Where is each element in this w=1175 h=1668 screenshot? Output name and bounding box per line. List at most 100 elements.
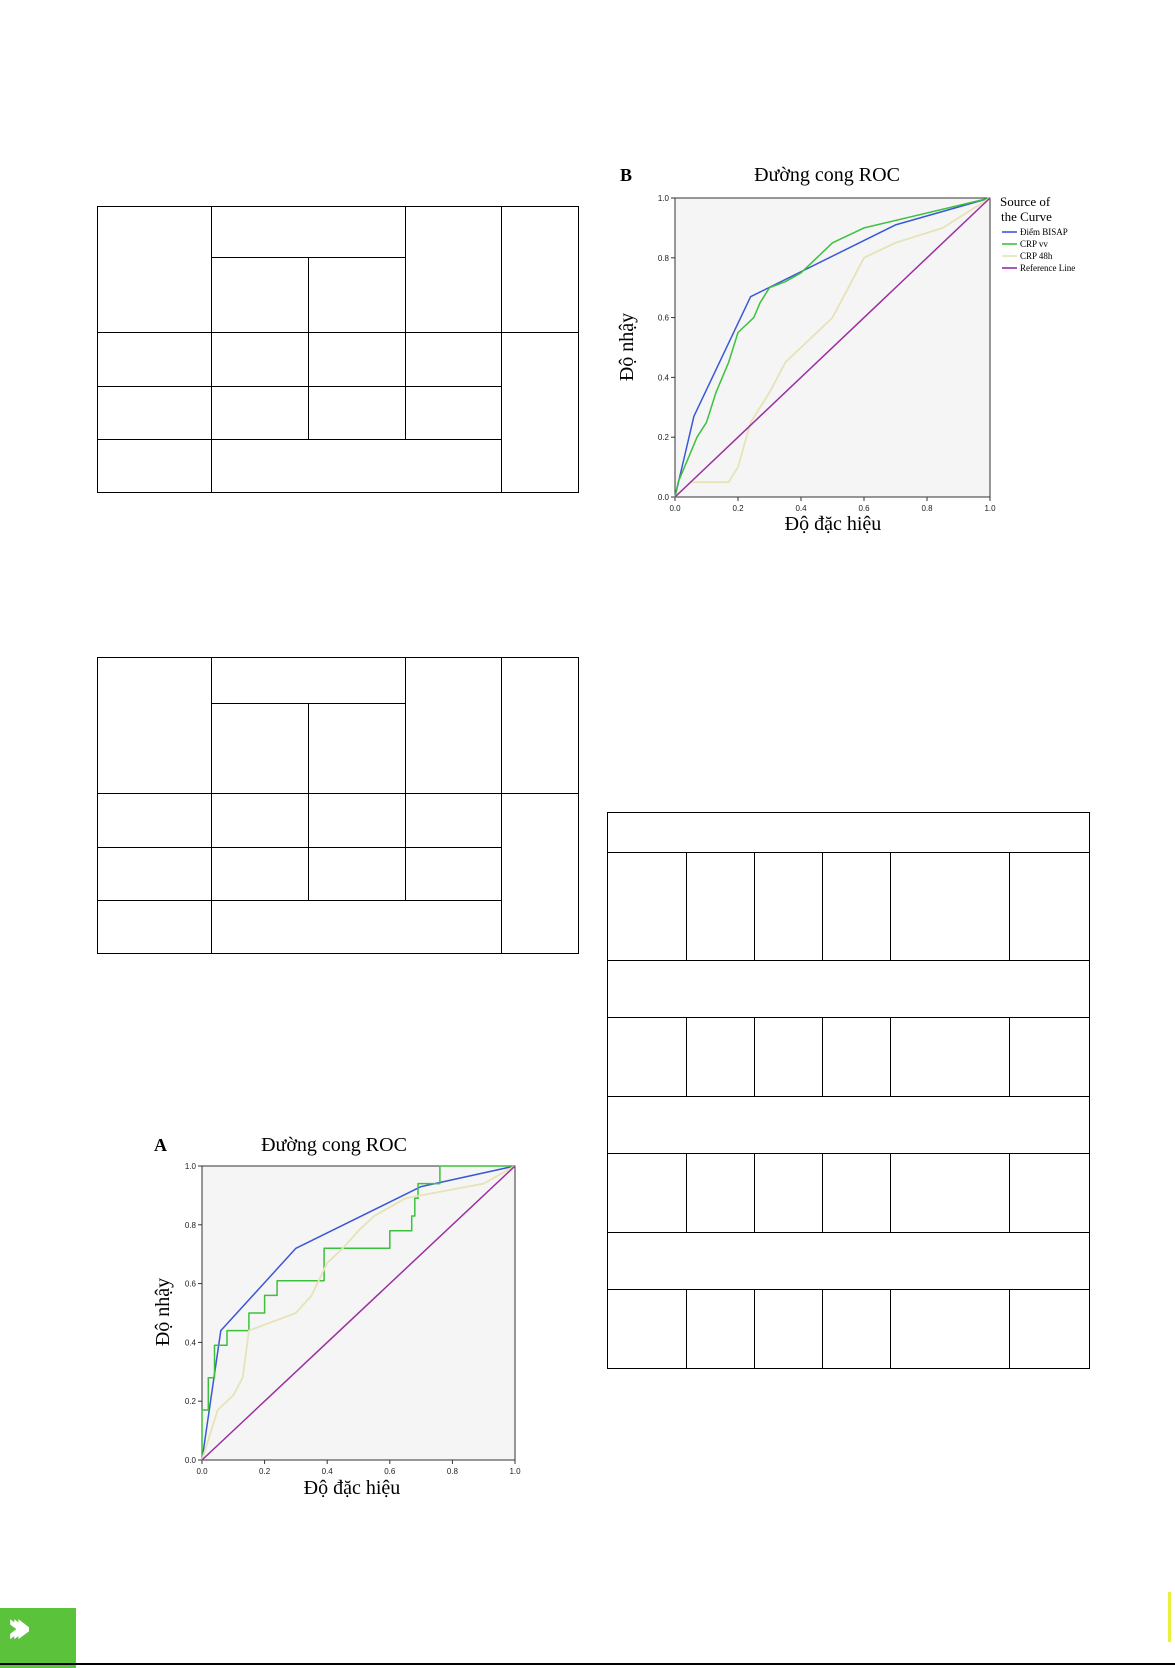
y-axis: 0.0 0.2 0.4 0.6 0.8 1.0 [658, 194, 675, 502]
table-cell [211, 257, 309, 334]
table-row [606, 960, 1091, 1018]
x-axis-label: Độ đặc hiệu [304, 1477, 401, 1499]
series-line [201, 1165, 515, 1460]
table-cell [686, 1153, 755, 1233]
x-tick-label: 0.6 [858, 504, 870, 513]
roc-chart-a: A Đường cong ROC 0.0 0.2 0.4 0.6 0.8 1.0 0.0 0… [152, 1134, 521, 1499]
table-cell [822, 852, 891, 961]
table-cell [607, 1153, 687, 1233]
x-axis: 0.0 0.2 0.4 0.6 0.8 1.0 [196, 1460, 521, 1476]
chart-title: Đường cong ROC [261, 1134, 407, 1156]
table-cell [754, 1289, 823, 1369]
table-cell [754, 1017, 823, 1097]
x-tick-label: 0.2 [259, 1467, 271, 1476]
table-cell [890, 1153, 1010, 1233]
legend-entry: CRP 48h [1020, 251, 1053, 261]
table-row [97, 332, 579, 493]
table-1 [97, 205, 579, 494]
table-row [98, 257, 579, 334]
y-tick-label: 0.4 [658, 373, 670, 382]
table-cell [501, 332, 579, 493]
table-cell [97, 847, 212, 901]
table-row [97, 205, 579, 334]
y-tick-label: 1.0 [185, 1162, 197, 1171]
y-axis-label: Độ nhậy [152, 1278, 174, 1346]
table-cell [890, 852, 1010, 961]
table-cell [97, 385, 212, 440]
legend-entry: Điểm BISAP [1020, 227, 1068, 237]
y-tick-label: 0.6 [658, 314, 670, 323]
table-cell [308, 257, 406, 334]
table-cell [308, 703, 406, 794]
table-row [97, 438, 579, 494]
table-cell [501, 205, 579, 334]
table-row [97, 793, 579, 954]
table-cell [1008, 1153, 1091, 1233]
series-line [674, 197, 991, 498]
page-edge-mark [1168, 1592, 1171, 1642]
x-tick-label: 0.8 [921, 504, 933, 513]
double-chevron-right-icon: ››› [6, 1602, 33, 1653]
x-axis-label: Độ đặc hiệu [785, 513, 882, 535]
table-row [607, 1153, 1091, 1233]
table-row [98, 703, 579, 794]
table-row [97, 657, 579, 794]
table-cell [607, 1017, 687, 1097]
table-cell [211, 847, 309, 901]
panel-label: A [154, 1135, 167, 1155]
y-axis: 0.0 0.2 0.4 0.6 0.8 1.0 [185, 1162, 202, 1465]
series-group [201, 1165, 516, 1461]
series-line [674, 197, 991, 498]
table-row [607, 1017, 1091, 1097]
table-cell [890, 1017, 1010, 1097]
table-cell [97, 900, 212, 954]
table-cell [606, 812, 1091, 853]
y-tick-label: 0.4 [185, 1338, 197, 1347]
series-line [201, 1165, 516, 1461]
y-tick-label: 0.0 [185, 1456, 197, 1465]
y-tick-label: 1.0 [658, 194, 670, 203]
table-cell [405, 205, 502, 334]
table-cell [211, 205, 406, 259]
table-cell [607, 1289, 687, 1369]
y-axis-label: Độ nhậy [616, 313, 638, 381]
table-cell [211, 438, 502, 494]
table-cell [405, 332, 502, 387]
table-row [607, 852, 1091, 961]
y-tick-label: 0.2 [185, 1397, 197, 1406]
table-cell [1008, 1289, 1091, 1369]
table-cell [211, 900, 502, 954]
table-cell [97, 657, 212, 794]
table-cell [308, 847, 406, 901]
x-tick-label: 0.0 [196, 1467, 208, 1476]
table-cell [501, 657, 579, 794]
table-cell [211, 332, 309, 387]
table-cell [606, 960, 1091, 1018]
x-tick-label: 0.4 [795, 504, 807, 513]
panel-label: B [620, 165, 632, 185]
x-tick-label: 0.2 [732, 504, 744, 513]
table-cell [754, 1153, 823, 1233]
table-cell [211, 385, 309, 440]
x-tick-label: 0.0 [669, 504, 681, 513]
y-tick-label: 0.8 [658, 254, 670, 263]
x-tick-label: 1.0 [984, 504, 996, 513]
table-cell [686, 1017, 755, 1097]
x-tick-label: 0.6 [384, 1467, 396, 1476]
table-cell [405, 847, 502, 901]
legend: Source of the Curve Điểm BISAP CRP vv CR… [1000, 194, 1075, 273]
table-row [606, 1096, 1091, 1154]
table-cell [97, 332, 212, 387]
table-cell [211, 703, 309, 794]
x-tick-label: 0.8 [447, 1467, 459, 1476]
y-tick-label: 0.6 [185, 1280, 197, 1289]
table-cell [890, 1289, 1010, 1369]
table-cell [1008, 1017, 1091, 1097]
x-axis: 0.0 0.2 0.4 0.6 0.8 1.0 [669, 497, 996, 513]
legend-title-line: Source of [1000, 194, 1051, 209]
footer-accent-bar [0, 1608, 76, 1668]
table-cell [686, 1289, 755, 1369]
table-row [606, 812, 1091, 853]
table-cell [308, 385, 406, 440]
table-cell [97, 205, 212, 334]
